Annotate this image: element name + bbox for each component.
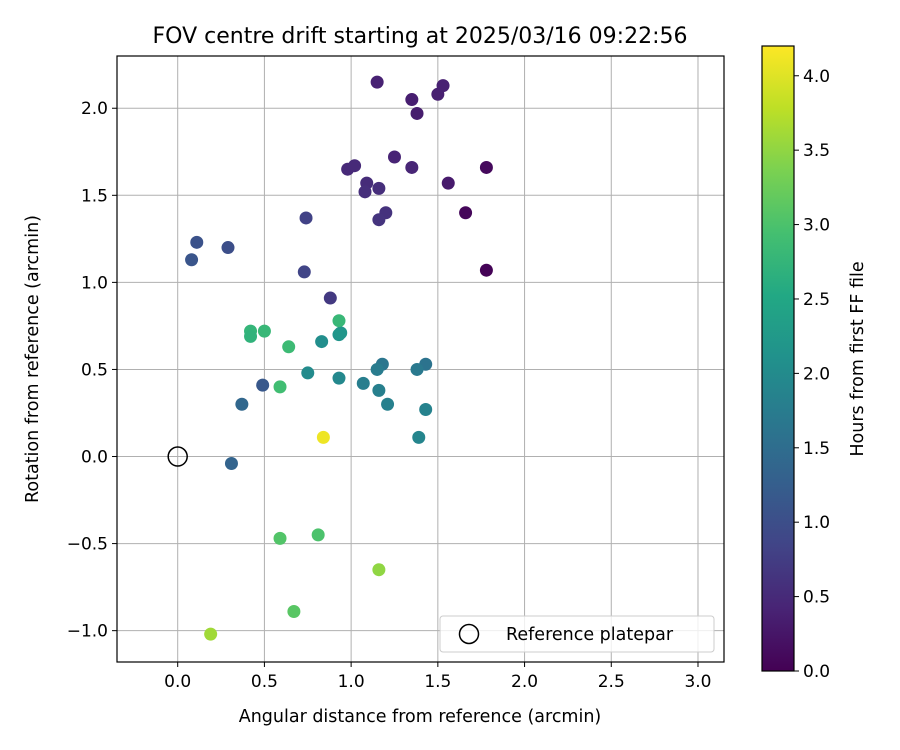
data-point [257, 324, 271, 338]
data-point [441, 176, 455, 190]
x-tick-label: 2.5 [598, 672, 625, 692]
data-point [224, 456, 238, 470]
data-point [372, 213, 386, 227]
data-point [221, 241, 235, 255]
data-point [372, 181, 386, 195]
data-point [387, 150, 401, 164]
colorbar-tick-label: 0.0 [803, 662, 830, 682]
x-axis-ticks: 0.0 0.5 1.0 1.5 2.0 2.5 3.0 [164, 662, 712, 692]
data-point [282, 340, 296, 354]
data-point [332, 371, 346, 385]
data-point [316, 430, 330, 444]
data-point [256, 378, 270, 392]
data-point [479, 160, 493, 174]
colorbar: 0.0 0.5 1.0 1.5 2.0 2.5 3.0 3.5 4.0 Hours from f… [761, 45, 868, 682]
data-point [412, 430, 426, 444]
data-point [204, 627, 218, 641]
data-point [405, 93, 419, 107]
data-point [287, 605, 301, 618]
x-tick-label: 0.5 [251, 672, 278, 692]
data-point [301, 366, 315, 380]
data-point [273, 531, 287, 545]
colorbar-tick-label: 2.0 [803, 364, 830, 384]
data-point [273, 380, 287, 394]
data-point [358, 185, 372, 199]
legend-marker [458, 623, 480, 645]
data-point [334, 326, 348, 340]
y-tick-label: 0.5 [81, 360, 108, 380]
x-tick-label: 0.0 [164, 672, 191, 692]
y-tick-label: −0.5 [67, 535, 108, 555]
colorbar-label: Hours from first FF file [848, 261, 868, 456]
y-tick-label: 0.0 [81, 448, 108, 468]
y-tick-label: 1.5 [81, 186, 108, 206]
scatter-points [185, 75, 493, 641]
data-point [419, 403, 433, 416]
plot-area [117, 56, 724, 662]
colorbar-tick-label: 2.5 [803, 290, 830, 310]
x-tick-label: 2.0 [511, 672, 538, 692]
legend: Reference platepar [439, 615, 715, 653]
data-point [348, 159, 362, 173]
data-point [315, 335, 329, 349]
data-point [190, 235, 204, 249]
data-point [436, 79, 450, 93]
data-point [370, 75, 384, 89]
y-tick-label: −1.0 [67, 622, 108, 642]
x-tick-label: 3.0 [684, 672, 711, 692]
colorbar-gradient [761, 45, 795, 672]
y-tick-label: 1.0 [81, 273, 108, 293]
colorbar-tick-label: 0.5 [803, 588, 830, 608]
legend-label: Reference platepar [506, 625, 674, 645]
y-axis-label: Rotation from reference (arcmin) [23, 215, 43, 503]
colorbar-tick-label: 3.0 [803, 216, 830, 236]
plot-frame [116, 55, 725, 663]
data-point [405, 160, 419, 174]
x-axis-label: Angular distance from reference (arcmin) [239, 707, 602, 727]
legend-box [439, 615, 715, 653]
data-point [370, 362, 384, 376]
data-point [299, 211, 313, 225]
colorbar-tick-label: 4.0 [803, 67, 830, 87]
colorbar-tick-label: 3.5 [803, 141, 830, 161]
data-point [311, 528, 325, 542]
data-point [356, 376, 370, 390]
data-point [459, 206, 473, 220]
data-point [479, 263, 493, 277]
data-point [381, 397, 395, 411]
data-point [372, 383, 386, 397]
colorbar-tick-label: 1.0 [803, 513, 830, 533]
data-point [332, 314, 346, 328]
data-point [244, 329, 258, 343]
y-tick-label: 2.0 [81, 99, 108, 119]
colorbar-ticks: 0.0 0.5 1.0 1.5 2.0 2.5 3.0 3.5 4.0 [794, 67, 830, 682]
data-point [410, 106, 424, 120]
data-point [297, 265, 311, 279]
x-tick-label: 1.0 [338, 672, 365, 692]
y-axis-ticks: −1.0 −0.5 0.0 0.5 1.0 1.5 2.0 [67, 99, 117, 642]
data-point [410, 362, 424, 376]
data-point [185, 253, 199, 267]
colorbar-tick-label: 1.5 [803, 439, 830, 459]
data-point [323, 291, 337, 305]
reference-platepar-marker [167, 446, 188, 467]
data-point [372, 563, 386, 577]
chart-title: FOV centre drift starting at 2025/03/16 … [153, 24, 688, 49]
data-point [235, 397, 249, 411]
x-tick-label: 1.5 [424, 672, 451, 692]
